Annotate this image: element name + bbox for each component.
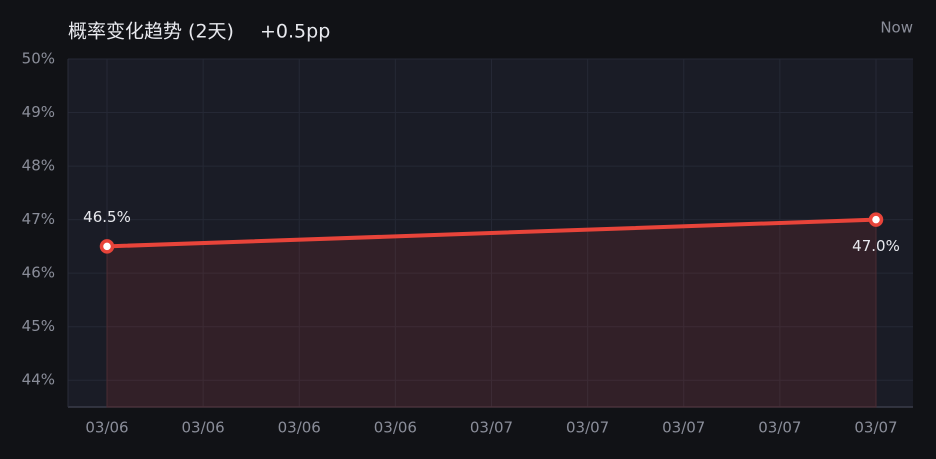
change: +0.5pp bbox=[260, 21, 330, 43]
y-tick-label: 50% bbox=[22, 50, 55, 68]
point bbox=[99, 239, 115, 254]
y-tick-label: 46% bbox=[22, 264, 55, 282]
x-tick-label: 03/07 bbox=[758, 419, 801, 437]
y-tick-label: 45% bbox=[22, 317, 55, 335]
y-tick-label: 47% bbox=[22, 210, 55, 228]
now-label: Now bbox=[880, 19, 913, 37]
x-tick-label: 03/07 bbox=[662, 419, 705, 437]
x-tick-label: 03/06 bbox=[278, 419, 321, 437]
area bbox=[106, 219, 877, 408]
y-tick-label: 48% bbox=[22, 157, 55, 175]
x-tick-label: 03/06 bbox=[374, 419, 417, 437]
x-tick-label: 03/06 bbox=[85, 419, 128, 437]
value-label: 47.0% bbox=[852, 237, 900, 255]
value-label: 46.5% bbox=[83, 208, 131, 226]
x-tick-label: 03/07 bbox=[566, 419, 609, 437]
x-tick-label: 03/07 bbox=[470, 419, 513, 437]
chart-title: 概率变化趋势 (2天) bbox=[68, 21, 234, 43]
point bbox=[868, 212, 884, 227]
line bbox=[105, 217, 878, 249]
x-tick-label: 03/06 bbox=[182, 419, 225, 437]
x-tick-label: 03/07 bbox=[854, 419, 897, 437]
y-tick-label: 49% bbox=[22, 103, 55, 121]
y-tick-label: 44% bbox=[22, 371, 55, 389]
